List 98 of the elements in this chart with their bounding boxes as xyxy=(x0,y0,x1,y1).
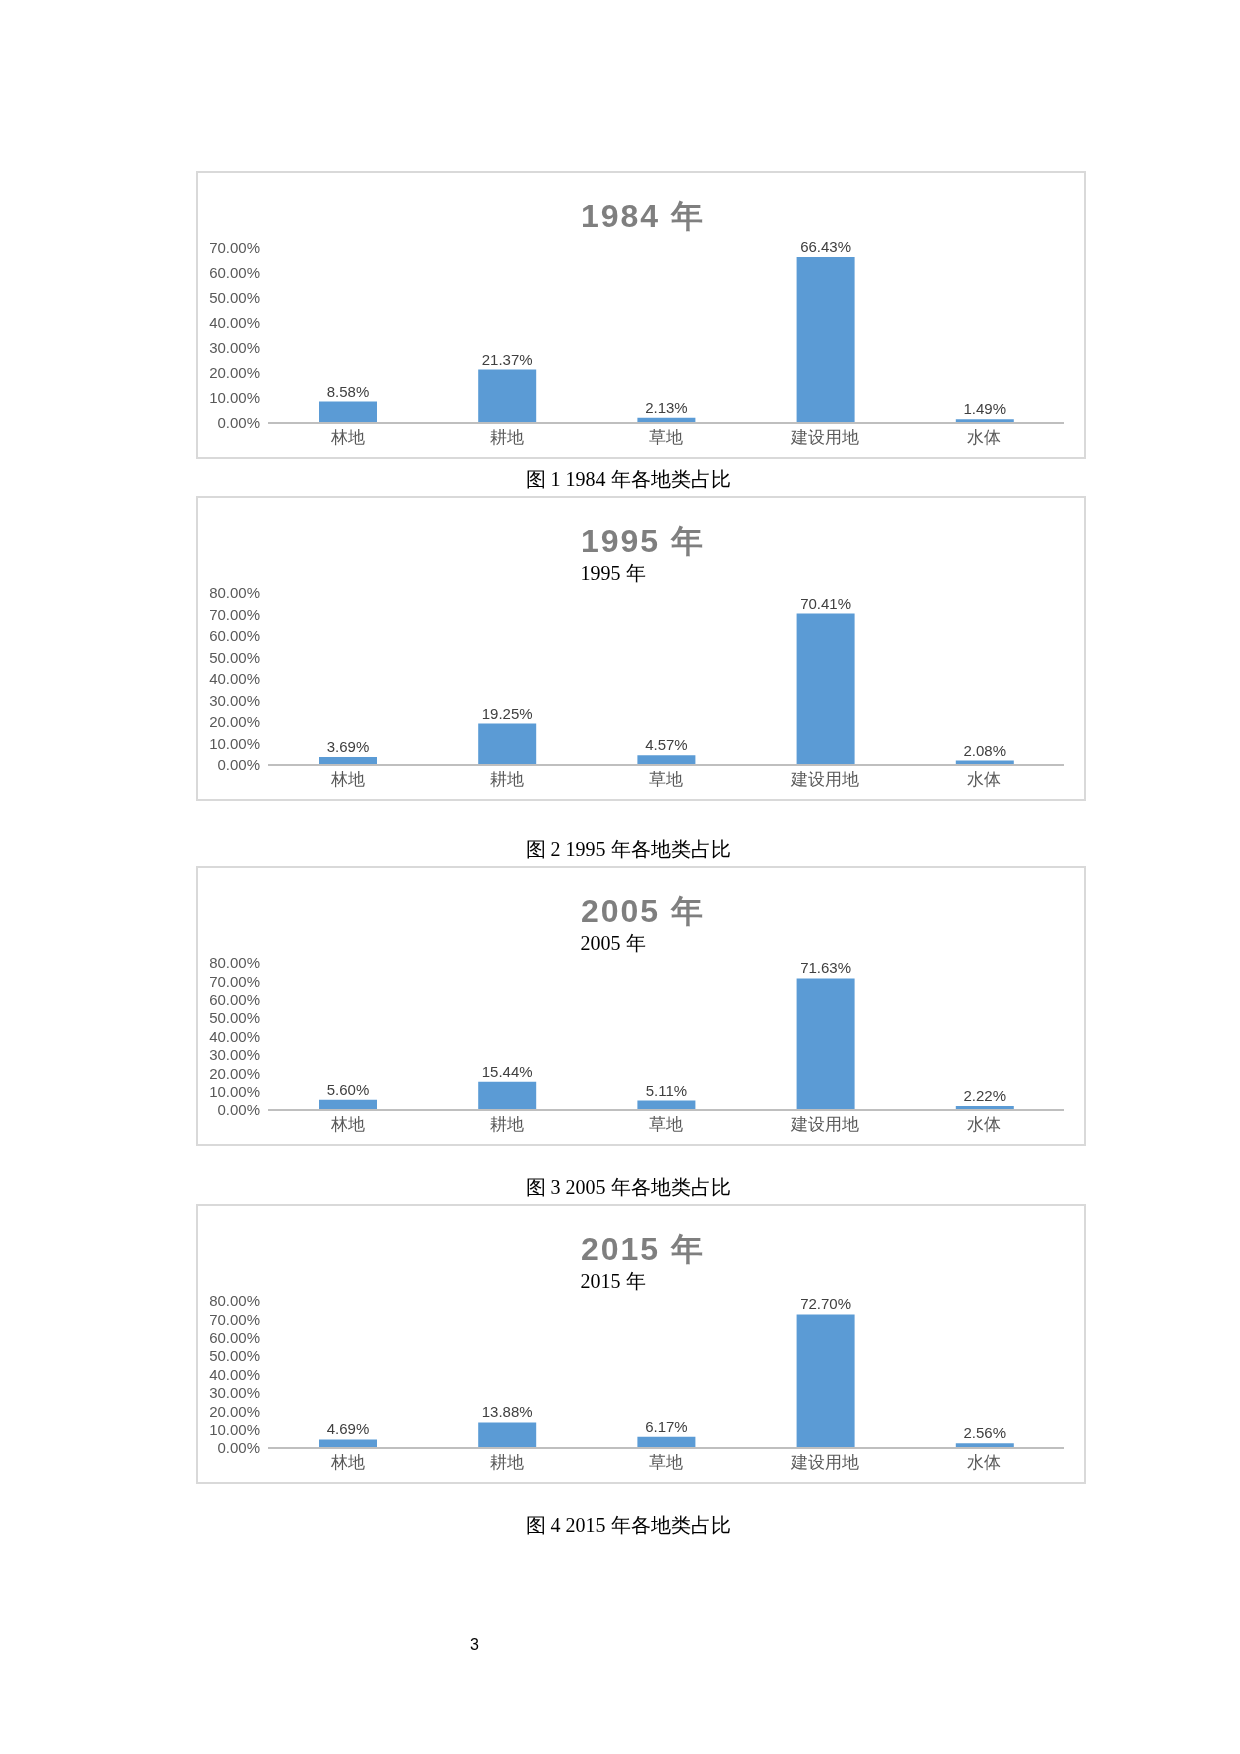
y-tick-label: 70.00% xyxy=(209,1310,260,1328)
y-tick-label: 0.00% xyxy=(217,756,260,774)
x-tick-label: 林地 xyxy=(329,1453,365,1473)
y-tick-label: 0.00% xyxy=(217,1101,260,1119)
bar xyxy=(796,613,855,765)
x-tick-label: 林地 xyxy=(329,1115,365,1135)
data-label: 8.58% xyxy=(326,382,370,400)
y-tick-label: 30.00% xyxy=(209,1046,260,1064)
caption: 图 2 1995 年各地类占比 xyxy=(524,837,732,862)
x-tick-label: 建设用地 xyxy=(790,428,860,448)
chart-title: 2015 年 xyxy=(580,1231,706,1267)
y-tick-label: 50.00% xyxy=(209,648,260,666)
data-label: 2.56% xyxy=(963,1424,1007,1442)
bar xyxy=(796,978,855,1110)
x-tick-label: 建设用地 xyxy=(790,1453,860,1473)
x-tick-label: 耕地 xyxy=(489,1115,524,1135)
y-tick-label: 40.00% xyxy=(209,1027,260,1045)
y-tick-label: 70.00% xyxy=(209,605,260,623)
y-tick-label: 80.00% xyxy=(209,954,260,972)
chart-title: 2005 年 xyxy=(580,893,706,929)
y-tick-label: 10.00% xyxy=(209,1420,260,1438)
data-label: 2.08% xyxy=(963,741,1007,759)
x-tick-label: 水体 xyxy=(967,428,1002,448)
y-tick-label: 60.00% xyxy=(209,1329,260,1347)
bar xyxy=(478,369,537,423)
bar xyxy=(478,723,537,765)
bar xyxy=(478,1081,537,1110)
data-label: 21.37% xyxy=(481,350,533,368)
y-tick-label: 60.00% xyxy=(209,627,260,645)
data-label: 3.69% xyxy=(326,738,370,756)
x-tick-label: 草地 xyxy=(649,1115,683,1135)
x-tick-label: 水体 xyxy=(967,770,1002,790)
y-tick-label: 50.00% xyxy=(209,1009,260,1027)
y-tick-label: 10.00% xyxy=(209,734,260,752)
y-tick-label: 60.00% xyxy=(209,991,260,1009)
data-label: 13.88% xyxy=(481,1403,533,1421)
data-label: 19.25% xyxy=(481,704,533,722)
y-tick-label: 30.00% xyxy=(209,691,260,709)
bar xyxy=(796,1314,855,1448)
chart-subtitle: 2005 年 xyxy=(580,932,646,954)
x-tick-label: 水体 xyxy=(967,1453,1002,1473)
data-label: 5.60% xyxy=(326,1080,370,1098)
y-tick-label: 20.00% xyxy=(209,1402,260,1420)
data-label: 6.17% xyxy=(645,1417,688,1435)
x-tick-label: 耕地 xyxy=(489,1453,524,1473)
x-tick-label: 建设用地 xyxy=(790,1115,860,1135)
x-tick-label: 草地 xyxy=(649,428,683,448)
bar xyxy=(478,1422,537,1448)
y-tick-label: 20.00% xyxy=(209,1064,260,1082)
x-tick-label: 林地 xyxy=(329,428,365,448)
data-label: 15.44% xyxy=(481,1062,533,1080)
data-label: 4.57% xyxy=(645,736,688,754)
caption: 图 4 2015 年各地类占比 xyxy=(524,1513,732,1538)
y-tick-label: 40.00% xyxy=(209,314,260,332)
y-tick-label: 30.00% xyxy=(209,339,260,357)
y-tick-label: 10.00% xyxy=(209,389,260,407)
x-tick-label: 草地 xyxy=(649,770,683,790)
y-tick-label: 80.00% xyxy=(209,584,260,602)
y-tick-label: 10.00% xyxy=(209,1082,260,1100)
data-label: 4.69% xyxy=(326,1420,370,1438)
y-tick-label: 30.00% xyxy=(209,1384,260,1402)
bar xyxy=(796,256,855,423)
text: 3 xyxy=(470,1636,479,1654)
chart-subtitle: 1995 年 xyxy=(580,562,646,584)
y-tick-label: 20.00% xyxy=(209,364,260,382)
y-tick-label: 40.00% xyxy=(209,1365,260,1383)
caption: 图 1 1984 年各地类占比 xyxy=(524,467,732,492)
bar xyxy=(637,755,696,765)
data-label: 2.13% xyxy=(645,398,688,416)
data-label: 70.41% xyxy=(800,594,852,612)
chart-subtitle: 2015 年 xyxy=(580,1270,646,1292)
data-label: 72.70% xyxy=(800,1295,852,1313)
y-tick-label: 20.00% xyxy=(209,713,260,731)
y-tick-label: 0.00% xyxy=(217,414,260,432)
data-label: 5.11% xyxy=(645,1081,688,1099)
bar xyxy=(319,401,377,423)
x-tick-label: 水体 xyxy=(967,1115,1002,1135)
data-label: 66.43% xyxy=(800,237,852,255)
y-tick-label: 40.00% xyxy=(209,670,260,688)
chart-title: 1984 年 xyxy=(579,197,707,236)
x-tick-label: 耕地 xyxy=(489,770,524,790)
y-tick-label: 80.00% xyxy=(209,1292,260,1310)
y-tick-label: 0.00% xyxy=(217,1439,260,1457)
y-tick-label: 70.00% xyxy=(209,972,260,990)
x-tick-label: 建设用地 xyxy=(790,770,860,790)
x-tick-label: 林地 xyxy=(329,770,365,790)
caption: 图 3 2005 年各地类占比 xyxy=(524,1175,732,1200)
y-tick-label: 50.00% xyxy=(209,289,260,307)
y-tick-label: 70.00% xyxy=(209,239,260,257)
y-tick-label: 60.00% xyxy=(209,264,260,282)
x-tick-label: 耕地 xyxy=(489,428,524,448)
chart-title: 1995 年 xyxy=(580,523,706,559)
data-label: 1.49% xyxy=(963,400,1007,418)
x-tick-label: 草地 xyxy=(649,1453,683,1473)
data-label: 2.22% xyxy=(963,1086,1007,1104)
data-label: 71.63% xyxy=(800,959,852,977)
bar xyxy=(319,1439,377,1448)
y-tick-label: 50.00% xyxy=(209,1347,260,1365)
